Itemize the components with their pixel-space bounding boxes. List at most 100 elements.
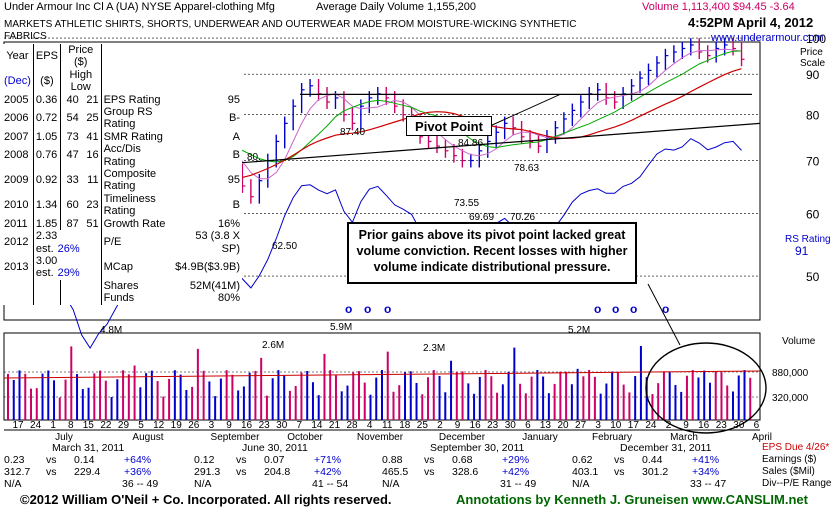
description-line2: FABRICS: [4, 31, 47, 42]
volume-tick-label: 320,000: [772, 393, 809, 404]
ratings-value: 80%: [217, 292, 240, 305]
volume-bars: [3, 283, 767, 434]
div-pe-label: Div--P/E Range: [762, 478, 832, 489]
price-tick-label: 70: [806, 155, 820, 169]
ratings-year: [2, 292, 34, 305]
ratings-year: 2005: [2, 93, 34, 107]
x-tick-label: 13: [540, 420, 552, 431]
price-annotation: 62.50: [272, 241, 297, 252]
ratings-low: [80, 279, 102, 293]
ratings-high: 40: [66, 93, 79, 106]
price-tick-label: 50: [806, 270, 820, 284]
quarter-date: March 31, 2011: [52, 442, 125, 454]
ratings-eps: 1.85: [33, 217, 61, 231]
ratings-eps: 3.00 est. 29%: [33, 254, 102, 280]
col-year: Year: [2, 44, 34, 69]
website-link[interactable]: www.underarmour.com: [711, 32, 824, 44]
x-tick-label: 1: [50, 420, 56, 431]
volume-annotation: 5.9M: [330, 322, 352, 333]
month-label: December: [439, 432, 486, 443]
price-annotation: 80.: [247, 152, 261, 163]
x-tick-label: 30: [733, 420, 745, 431]
x-tick-label: 30: [276, 420, 288, 431]
x-tick-label: 16: [241, 420, 253, 431]
ratings-year: 2011: [2, 217, 34, 231]
col-price-sub: High Low: [60, 68, 102, 94]
eps-estimate: 3.00 est.: [35, 254, 58, 280]
price-scale-label-2: Scale: [800, 58, 826, 69]
volume-annotation: 2.3M: [423, 343, 445, 354]
x-tick-label: 19: [171, 420, 183, 431]
pivot-pointer: [489, 93, 561, 127]
callout-pointer: [647, 283, 681, 346]
ratings-row: 2005 0.36 40 21 EPS Rating 95: [2, 93, 242, 107]
x-tick-label: 17: [12, 420, 24, 431]
average-volume: Average Daily Volume 1,155,200: [316, 1, 477, 13]
vs-label: vs: [46, 466, 57, 478]
ratings-label: Acc/Dis Rating: [103, 143, 141, 168]
price-tick-label: 90: [806, 68, 820, 82]
x-tick-label: 27: [575, 420, 587, 431]
x-tick-label: 3: [595, 420, 601, 431]
ratings-year: 2009: [2, 168, 34, 193]
vs-label: vs: [424, 454, 435, 466]
month-label: November: [357, 432, 404, 443]
eps-change: +41%: [692, 454, 720, 466]
ratings-value: B-: [229, 112, 240, 125]
vs-label: vs: [614, 466, 625, 478]
month-label: February: [592, 432, 632, 443]
vs-label: vs: [46, 454, 57, 466]
div-pe: N/A: [4, 478, 22, 490]
ratings-year: 2006: [2, 106, 34, 131]
ratings-value: B: [232, 199, 240, 212]
timestamp: 4:52PM April 4, 2012: [688, 15, 814, 30]
volume-annotation: 2.6M: [262, 340, 284, 351]
ratings-high: 54: [66, 112, 79, 125]
sales-prior: 229.4: [74, 466, 101, 478]
ratings-high: 73: [66, 130, 79, 143]
x-tick-label: 12: [153, 420, 165, 431]
ratings-value: B: [232, 149, 240, 162]
sales-current: 312.7: [4, 466, 31, 478]
month-label: August: [132, 432, 163, 443]
col-year-sub: (Dec): [2, 68, 34, 94]
ratings-label: Funds: [103, 292, 135, 305]
price-annotation: 70.26: [510, 212, 535, 223]
ratings-high: 47: [66, 149, 79, 162]
sales-prior: 204.8: [264, 466, 291, 478]
ratings-eps: 0.92: [33, 168, 61, 193]
price-tick-label: 80: [806, 109, 820, 123]
earnings-marker: o: [384, 302, 391, 316]
eps-current: 0.62: [572, 454, 593, 466]
price-annotation: 78.63: [514, 163, 539, 174]
vs-label: vs: [236, 454, 247, 466]
eps-estimate: 2.33 est.: [35, 230, 58, 255]
ratings-row: Funds 80%: [2, 292, 242, 305]
x-tick-label: 15: [83, 420, 95, 431]
ratings-row: 2006 0.72 54 25 Group RS Rating B-: [2, 106, 242, 131]
pe-range: 33 -- 47: [690, 478, 727, 490]
x-tick-label: 20: [557, 420, 569, 431]
sales-prior: 328.6: [452, 466, 479, 478]
price-annotation: 69.69: [469, 212, 494, 223]
ratings-label: Shares: [103, 279, 139, 292]
pivot-point-label: Pivot Point: [406, 116, 492, 136]
eps-due-date: EPS Due 4/26*: [762, 442, 830, 453]
x-tick-label: 23: [487, 420, 499, 431]
x-tick-label: 26: [188, 420, 200, 431]
price-annotation: 73.55: [454, 198, 479, 209]
pe-range: 41 -- 54: [312, 478, 349, 490]
ratings-high: 87: [66, 217, 79, 230]
eps-prior: 0.68: [452, 454, 473, 466]
x-tick-label: 6: [525, 420, 531, 431]
x-tick-label: 24: [30, 420, 42, 431]
eps-prior: 0.14: [74, 454, 95, 466]
ratings-label: SMR Rating: [103, 130, 163, 143]
ratings-year: 2007: [2, 130, 34, 144]
volume-annotation: 4.8M: [100, 325, 122, 336]
eps-prior: 0.07: [264, 454, 285, 466]
month-label: January: [522, 432, 558, 443]
ratings-year: 2010: [2, 192, 34, 218]
ratings-year: 2008: [2, 143, 34, 169]
ratings-label: Growth Rate: [103, 217, 166, 230]
